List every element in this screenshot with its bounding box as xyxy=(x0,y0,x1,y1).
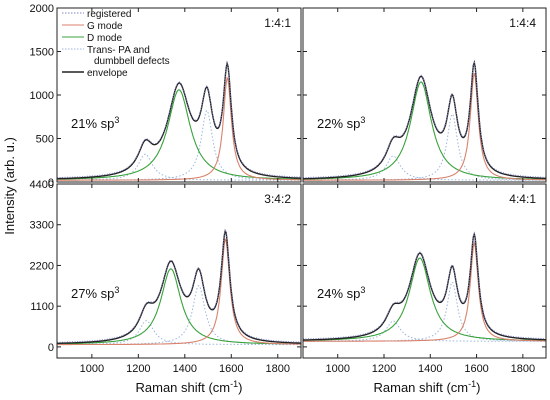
plot-frame xyxy=(302,7,547,183)
plot-frame xyxy=(56,183,302,359)
y-axis-label: Intensity (arb. u.) xyxy=(2,137,17,235)
x-tick-label: 1600 xyxy=(464,363,488,375)
y-tick-label: 500 xyxy=(36,134,54,146)
legend-label: registered xyxy=(87,9,131,20)
x-tick-label: 1200 xyxy=(372,363,396,375)
d-mode-curve xyxy=(57,89,301,180)
g-mode-curve xyxy=(303,241,546,342)
plot-frame xyxy=(302,183,547,359)
x-tick-label: 1800 xyxy=(511,363,535,375)
panel-label: 1:4:1 xyxy=(264,16,291,30)
defect-mode-2-curve xyxy=(57,285,301,345)
y-tick-label: 3300 xyxy=(30,220,54,232)
x-axis-label-right: Raman shift (cm-1) xyxy=(374,379,481,395)
defect-mode-1-curve xyxy=(303,155,546,181)
y-tick-label: 4400 xyxy=(30,179,54,191)
registered-curve xyxy=(303,231,546,340)
registered-curve xyxy=(57,228,301,343)
x-tick-label: 1000 xyxy=(80,363,104,375)
curves xyxy=(57,228,301,346)
panel-bottom-left: 1000 1200 1400 1600 1800 0 1100 2200 3300 4400 3:4… xyxy=(30,179,302,375)
y-tick-label: 2200 xyxy=(30,260,54,272)
envelope-curve xyxy=(303,231,546,341)
sp3-annotation: 27% sp3 xyxy=(71,285,119,301)
x-tick-label: 1400 xyxy=(173,363,197,375)
legend-label: D mode xyxy=(87,33,122,44)
sp3-annotation: 24% sp3 xyxy=(317,285,365,301)
panel-label: 3:4:2 xyxy=(264,192,291,206)
d-mode-curve xyxy=(57,268,301,345)
panel-label: 4:4:1 xyxy=(509,192,536,206)
legend-entry: registered xyxy=(62,9,131,20)
curves xyxy=(303,59,546,181)
sp3-annotation: 22% sp3 xyxy=(317,115,365,131)
curves xyxy=(303,231,546,342)
x-tick-label: 1800 xyxy=(266,363,290,375)
legend-entry: D mode xyxy=(62,33,122,44)
sp3-annotation: 21% sp3 xyxy=(71,115,119,131)
x-axis-label-left: Raman shift (cm-1) xyxy=(136,379,243,395)
x-tick-label: 1400 xyxy=(418,363,442,375)
panel-top-right: 1:4:4 22% sp3 xyxy=(302,7,547,183)
legend-entry: G mode xyxy=(62,21,123,32)
panel-label: 1:4:4 xyxy=(509,16,536,30)
curves xyxy=(57,60,301,181)
g-mode-curve xyxy=(303,73,546,181)
legend-label: envelope xyxy=(87,68,128,79)
y-tick-label: 1100 xyxy=(30,301,54,313)
y-tick-label: 1000 xyxy=(30,90,54,102)
x-tick-label: 1000 xyxy=(325,363,349,375)
y-tick-label: 1500 xyxy=(30,47,54,59)
y-tick-label: 0 xyxy=(48,342,54,354)
x-tick-label: 1200 xyxy=(126,363,150,375)
defect-mode-1-curve xyxy=(57,153,301,181)
legend-label: Trans- PA and xyxy=(87,45,150,56)
g-mode-curve xyxy=(57,75,301,181)
envelope-curve xyxy=(57,228,301,344)
x-tick-label: 1600 xyxy=(219,363,243,375)
panel-top-left: 0 500 1000 1500 2000 1:4:1 21% sp3 xyxy=(30,3,302,189)
panel-bottom-right: 1000 1200 1400 1600 1800 4:4:1 24% sp3 xyxy=(302,183,547,375)
g-mode-curve xyxy=(57,237,301,346)
legend-entry: envelope xyxy=(62,68,128,79)
registered-curve xyxy=(57,60,301,179)
legend-label-line2: dumbbell defects xyxy=(94,56,170,67)
legend-label: G mode xyxy=(87,21,123,32)
envelope-curve xyxy=(57,60,301,180)
registered-curve xyxy=(303,59,546,179)
y-tick-label: 0 xyxy=(48,177,54,189)
defect-mode-2-curve xyxy=(57,109,301,181)
y-tick-label: 2000 xyxy=(30,3,54,15)
